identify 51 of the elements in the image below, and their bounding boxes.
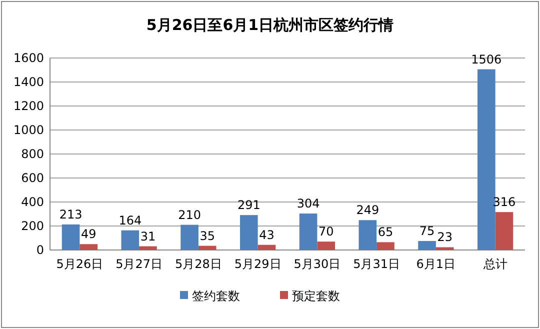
bar bbox=[62, 224, 80, 250]
data-label: 70 bbox=[318, 224, 334, 239]
bar bbox=[198, 246, 216, 250]
bar bbox=[258, 244, 276, 250]
y-tick-label: 800 bbox=[21, 147, 44, 161]
data-label: 249 bbox=[356, 203, 380, 218]
data-label: 291 bbox=[237, 198, 260, 212]
data-label: 210 bbox=[178, 208, 201, 222]
x-tick-label: 5月27日 bbox=[116, 257, 163, 271]
x-tick-label: 5月26日 bbox=[56, 257, 104, 271]
legend-label: 预定套数 bbox=[292, 289, 340, 303]
data-label: 65 bbox=[378, 225, 394, 240]
data-label: 304 bbox=[296, 196, 320, 211]
bar bbox=[240, 215, 258, 250]
y-tick-label: 0 bbox=[36, 243, 44, 257]
bar bbox=[495, 212, 514, 250]
bar bbox=[436, 247, 454, 250]
bar bbox=[418, 241, 436, 250]
bar bbox=[80, 244, 98, 250]
y-tick-label: 1200 bbox=[13, 99, 44, 113]
data-label: 213 bbox=[59, 207, 82, 222]
bar bbox=[478, 69, 496, 250]
y-tick-label: 400 bbox=[21, 195, 44, 209]
data-label: 35 bbox=[200, 228, 215, 243]
x-tick-label: 5月29日 bbox=[234, 257, 282, 271]
data-label: 1506 bbox=[471, 52, 502, 66]
bar bbox=[121, 230, 140, 250]
data-label: 23 bbox=[437, 230, 452, 244]
x-tick-label: 5月30日 bbox=[294, 257, 341, 271]
bar bbox=[299, 214, 318, 250]
data-label: 31 bbox=[140, 229, 156, 244]
x-tick-label: 总计 bbox=[482, 257, 508, 271]
y-tick-label: 1000 bbox=[13, 123, 44, 137]
bar bbox=[317, 242, 335, 250]
bar bbox=[358, 220, 377, 250]
y-tick-label: 600 bbox=[21, 171, 44, 185]
y-tick-label: 1600 bbox=[13, 51, 44, 65]
legend-label: 签约套数 bbox=[192, 289, 240, 303]
data-label: 49 bbox=[80, 227, 96, 242]
x-tick-label: 6月1日 bbox=[416, 257, 456, 271]
x-tick-label: 5月28日 bbox=[174, 257, 222, 271]
data-label: 43 bbox=[259, 228, 274, 242]
bar bbox=[180, 224, 198, 250]
x-tick-label: 5月31日 bbox=[353, 257, 400, 271]
data-label: 75 bbox=[419, 224, 435, 238]
y-tick-label: 200 bbox=[21, 219, 44, 233]
bar bbox=[376, 242, 394, 250]
data-label: 164 bbox=[118, 213, 142, 228]
chart-title: 5月26日至6月1日杭州市区签约行情 bbox=[146, 16, 394, 34]
bar bbox=[139, 246, 157, 250]
y-tick-label: 1400 bbox=[13, 75, 44, 89]
